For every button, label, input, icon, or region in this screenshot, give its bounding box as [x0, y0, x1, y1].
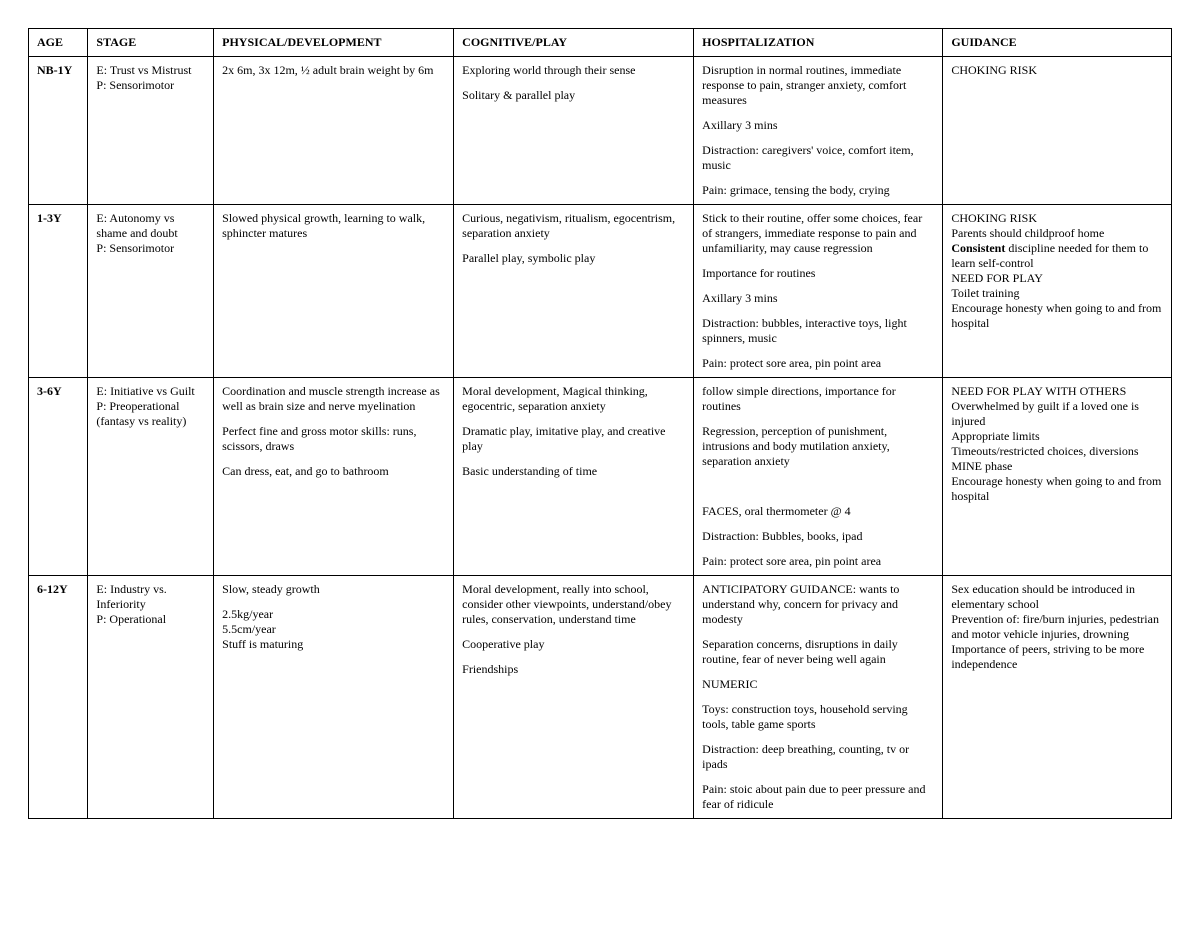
stage-cell: E: Autonomy vs shame and doubtP: Sensori… [88, 205, 214, 378]
cognitive-cell: Exploring world through their senseSolit… [454, 57, 694, 205]
col-header-4: HOSPITALIZATION [694, 29, 943, 57]
physical-cell: 2x 6m, 3x 12m, ½ adult brain weight by 6… [214, 57, 454, 205]
col-header-5: GUIDANCE [943, 29, 1172, 57]
age-cell: 3-6Y [29, 378, 88, 576]
guidance-cell: Sex education should be introduced in el… [943, 576, 1172, 819]
development-table: AGESTAGEPHYSICAL/DEVELOPMENTCOGNITIVE/PL… [28, 28, 1172, 819]
hospitalization-cell: ANTICIPATORY GUIDANCE: wants to understa… [694, 576, 943, 819]
hospitalization-cell: follow simple directions, importance for… [694, 378, 943, 576]
table-row: 6-12YE: Industry vs. InferiorityP: Opera… [29, 576, 1172, 819]
table-body: NB-1YE: Trust vs MistrustP: Sensorimotor… [29, 57, 1172, 819]
table-row: 1-3YE: Autonomy vs shame and doubtP: Sen… [29, 205, 1172, 378]
guidance-cell: CHOKING RISKParents should childproof ho… [943, 205, 1172, 378]
col-header-0: AGE [29, 29, 88, 57]
table-row: 3-6YE: Initiative vs GuiltP: Preoperatio… [29, 378, 1172, 576]
guidance-cell: CHOKING RISK [943, 57, 1172, 205]
hospitalization-cell: Disruption in normal routines, immediate… [694, 57, 943, 205]
col-header-3: COGNITIVE/PLAY [454, 29, 694, 57]
age-cell: 1-3Y [29, 205, 88, 378]
cognitive-cell: Curious, negativism, ritualism, egocentr… [454, 205, 694, 378]
guidance-cell: NEED FOR PLAY WITH OTHERSOverwhelmed by … [943, 378, 1172, 576]
stage-cell: E: Initiative vs GuiltP: Preoperational … [88, 378, 214, 576]
cognitive-cell: Moral development, really into school, c… [454, 576, 694, 819]
age-cell: NB-1Y [29, 57, 88, 205]
table-header: AGESTAGEPHYSICAL/DEVELOPMENTCOGNITIVE/PL… [29, 29, 1172, 57]
physical-cell: Slowed physical growth, learning to walk… [214, 205, 454, 378]
stage-cell: E: Trust vs MistrustP: Sensorimotor [88, 57, 214, 205]
physical-cell: Coordination and muscle strength increas… [214, 378, 454, 576]
hospitalization-cell: Stick to their routine, offer some choic… [694, 205, 943, 378]
col-header-2: PHYSICAL/DEVELOPMENT [214, 29, 454, 57]
table-row: NB-1YE: Trust vs MistrustP: Sensorimotor… [29, 57, 1172, 205]
stage-cell: E: Industry vs. InferiorityP: Operationa… [88, 576, 214, 819]
col-header-1: STAGE [88, 29, 214, 57]
cognitive-cell: Moral development, Magical thinking, ego… [454, 378, 694, 576]
age-cell: 6-12Y [29, 576, 88, 819]
physical-cell: Slow, steady growth2.5kg/year5.5cm/yearS… [214, 576, 454, 819]
